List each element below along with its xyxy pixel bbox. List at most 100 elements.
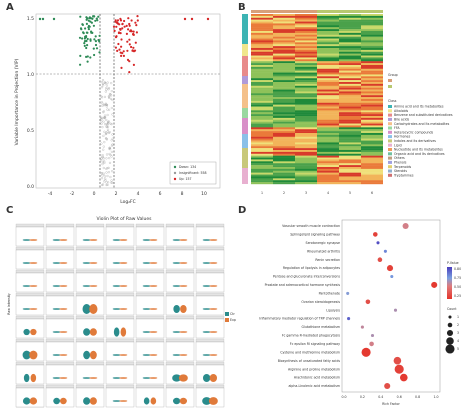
point-insignificant: [105, 118, 108, 122]
group-cell: [361, 10, 383, 13]
pathway-label: Pentose and glucuronate interconversions: [273, 275, 340, 279]
point-up: [136, 15, 139, 18]
point-insignificant: [102, 145, 105, 148]
point-insignificant: [104, 103, 107, 106]
point-up: [131, 49, 134, 52]
point-insignificant: [105, 153, 109, 156]
facet-panel: [105, 295, 135, 316]
heatmap-cell: [339, 99, 361, 102]
heatmap-cell: [273, 125, 295, 128]
facet-strip: [75, 223, 105, 228]
point-up: [132, 63, 135, 66]
class-legend-label: Others: [394, 156, 405, 160]
heatmap-cell: [295, 131, 317, 134]
heatmap-cell: [317, 125, 339, 128]
class-legend-swatch: [388, 156, 392, 160]
class-legend-swatch: [388, 152, 392, 156]
heatmap-cell: [361, 170, 383, 173]
class-legend-swatch: [388, 160, 392, 164]
violin-exp: [149, 377, 158, 379]
heatmap-cell: [361, 129, 383, 132]
heatmap-cell: [273, 165, 295, 168]
point-insignificant: [101, 104, 104, 107]
heatmap-cell: [295, 112, 317, 115]
heatmap-cell: [361, 121, 383, 124]
heatmap-cell: [361, 172, 383, 175]
point-down: [87, 24, 90, 28]
count-legend: Count 1 2 3 4 5: [445, 307, 459, 354]
heatmap-cell: [273, 106, 295, 109]
heatmap-cell: [339, 176, 361, 179]
heatmap-cell: [273, 14, 295, 17]
heatmap-cell: [361, 34, 383, 37]
violin-exp: [149, 354, 158, 356]
heatmap-cell: [273, 136, 295, 139]
heatmap-cell: [295, 114, 317, 117]
point-insignificant: [104, 133, 107, 136]
point-up: [133, 49, 137, 52]
class-legend-swatch: [388, 105, 392, 108]
heatmap-cell: [361, 21, 383, 24]
heatmap-cell: [273, 15, 295, 18]
violin-ctr: [83, 328, 91, 336]
heatmap-cell: [361, 66, 383, 69]
heatmap-cell: [317, 170, 339, 173]
heatmap-cell: [273, 68, 295, 71]
heatmap-cell: [361, 61, 383, 64]
class-cell: [242, 148, 248, 168]
heatmap-cell: [295, 14, 317, 17]
facet-panel: [15, 226, 45, 247]
facet-panel: [165, 341, 195, 362]
facet-strip: [195, 338, 225, 343]
violin-cell: [75, 223, 105, 247]
heatmap-cell: [317, 83, 339, 86]
facet-strip: [45, 246, 75, 251]
heatmap-cell: [317, 63, 339, 66]
point-up: [128, 60, 131, 63]
pathway-label: Glutathione metabolism: [302, 325, 340, 329]
point-up: [132, 33, 135, 36]
count-legend-dots: 1 2 3 4 5: [445, 315, 459, 354]
heatmap-cell: [251, 123, 273, 126]
heatmap-cell: [273, 172, 295, 175]
heatmap-cell: [273, 155, 295, 158]
violin-ctr: [53, 397, 61, 405]
point-insignificant: [102, 111, 105, 114]
heatmap-cell: [251, 36, 273, 39]
point-insignificant: [111, 181, 114, 184]
facet-strip: [165, 315, 195, 320]
point-outlier: [41, 17, 45, 21]
heatmap-cell: [361, 25, 383, 28]
violin-cell: [195, 223, 225, 247]
heatmap-cell: [251, 78, 273, 81]
heatmap-cell: [295, 134, 317, 137]
point-up: [120, 38, 123, 41]
heatmap-cell: [251, 110, 273, 113]
class-legend: Amino acid and Its metabolitesAlkaloidsB…: [388, 79, 453, 177]
point-insignificant: [109, 122, 112, 125]
heatmap-cell: [339, 104, 361, 107]
violin-exp: [149, 262, 158, 264]
point-down: [98, 51, 101, 54]
facet-panel: [75, 341, 105, 362]
point-insignificant: [105, 86, 108, 90]
heatmap-cell: [317, 155, 339, 158]
heatmap-cell: [317, 31, 339, 34]
y-axis-label: Variable Importance in Projection (VIP): [14, 58, 20, 145]
violin-cell: [15, 223, 45, 247]
heatmap-cell: [339, 151, 361, 154]
facet-strip: [15, 315, 45, 320]
heatmap-cell: [251, 138, 273, 141]
violin-exp: [59, 354, 68, 356]
heatmap-cell: [361, 48, 383, 51]
point-down: [93, 38, 96, 41]
heatmap-cell: [295, 104, 317, 107]
violin-ctr: [82, 304, 91, 314]
point-insignificant: [110, 181, 113, 184]
violin-cell: [165, 384, 195, 408]
facet-panel: [15, 249, 45, 270]
violin-cell: [45, 338, 75, 362]
heatmap-cell: [273, 49, 295, 52]
violin-exp: [179, 354, 188, 356]
heatmap-cell: [251, 27, 273, 30]
